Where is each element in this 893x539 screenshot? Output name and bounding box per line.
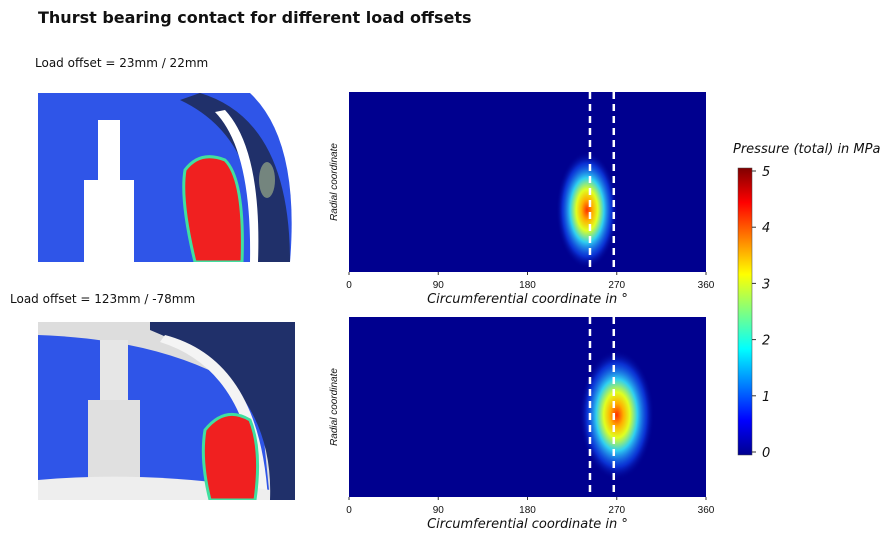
pressure-hotspot [556, 152, 618, 269]
x-axis-title: Circumferential coordinate in ° [427, 517, 628, 532]
colorbar-tick-label: 1 [762, 390, 770, 405]
title: Thurst bearing contact for different loa… [38, 8, 472, 27]
colorbar-tick-label: 5 [762, 165, 770, 180]
x-tick-label: 270 [608, 505, 625, 516]
x-tick-label: 270 [608, 280, 625, 291]
x-tick-label: 360 [698, 280, 715, 291]
x-axis-title: Circumferential coordinate in ° [427, 292, 628, 307]
y-axis-title: Radial coordinate [329, 143, 340, 221]
x-tick-label: 90 [433, 280, 445, 291]
colorbar-tick-label: 2 [762, 334, 770, 349]
x-tick-label: 90 [433, 505, 445, 516]
colorbar [738, 168, 752, 455]
x-tick-label: 180 [519, 280, 536, 291]
x-tick-label: 180 [519, 505, 536, 516]
panel-label: Load offset = 123mm / -78mm [10, 292, 195, 306]
x-tick-label: 360 [698, 505, 715, 516]
heatmap [349, 92, 706, 272]
panel-label: Load offset = 23mm / 22mm [35, 56, 208, 70]
y-axis-title: Radial coordinate [329, 368, 340, 446]
colorbar-title: Pressure (total) in MPa [733, 142, 880, 157]
colorbar-tick-label: 3 [762, 277, 770, 292]
colorbar-tick-label: 0 [762, 446, 770, 461]
render-image [38, 93, 295, 262]
slide: Thurst bearing contact for different loa… [0, 0, 893, 535]
x-tick-label: 0 [346, 505, 352, 516]
x-tick-label: 0 [346, 280, 352, 291]
colorbar-tick-label: 4 [762, 221, 770, 236]
render-image [38, 322, 295, 500]
